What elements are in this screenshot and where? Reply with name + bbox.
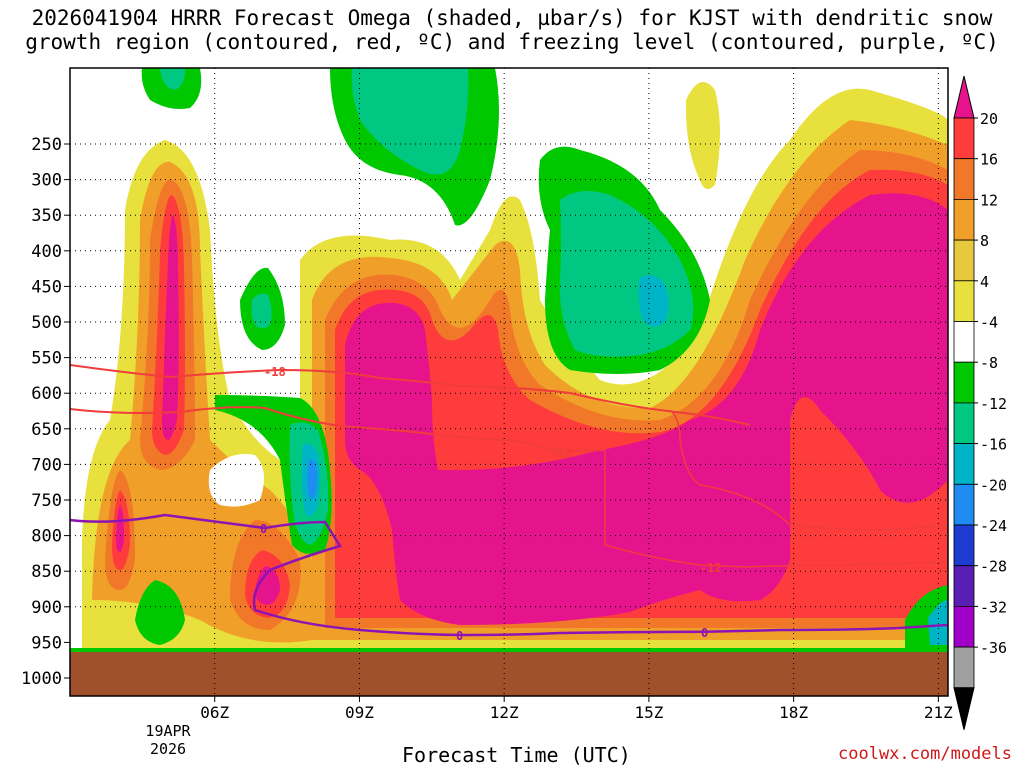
colorbar-swatch [953,158,975,200]
freezing-label-3: 0 [701,626,708,640]
y-tick-label: 350 [31,206,62,226]
y-tick-label: 250 [31,135,62,155]
shade-rising-max-far [116,505,124,552]
colorbar-swatch [953,117,975,160]
y-tick-label: 400 [31,242,62,262]
dgz-contour-lower [70,406,606,454]
y-tick-label: 300 [31,171,62,191]
colorbar-swatch [953,280,975,322]
colorbar-swatch [953,402,975,444]
shade-sinking-8-top [351,68,469,175]
x-tick-label: 18Z [779,703,808,722]
x-tick-label: 09Z [345,703,374,722]
x-tick-label: 15Z [634,703,663,722]
y-axis: 250 300 350 400 450 500 550 600 650 700 750 800 850 9… [21,135,70,689]
colorbar-label: 16 [980,151,998,169]
colorbar-swatch [953,361,975,404]
y-tick-label: 850 [31,562,62,582]
colorbar-label: -24 [980,517,1007,535]
x-tick-label: 21Z [924,703,953,722]
shade-rising-max-left [162,215,179,440]
colorbar-swatch [953,443,975,485]
dgz-label-lower: -12 [700,561,722,575]
colorbar-swatch [953,524,975,567]
shade-sinking-12-mid [638,275,669,327]
freezing-label-2: 0 [456,629,463,643]
shade-rising-4-top [685,82,720,189]
colorbar-label: -12 [980,395,1007,413]
colorbar-label: -36 [980,639,1007,657]
date-label-year: 2026 [150,740,186,758]
shade-sinking-16-col [307,459,318,499]
y-tick-label: 700 [31,455,62,475]
colorbar-label: 4 [980,273,989,291]
shade-rising-max [345,193,948,625]
shade-sinking-8-small [251,293,272,329]
colorbar-swatch [953,646,975,689]
plot-frame [69,67,949,697]
colorbar-swatch [953,239,975,282]
colorbar-swatch [953,606,975,648]
x-tick-label: 12Z [490,703,519,722]
dgz-label-mid: -12 [550,446,572,460]
date-label-day: 19APR [145,722,191,740]
plot-area: -18 -12 -12 0 0 0 [70,68,948,696]
colorbar-label: -20 [980,476,1007,494]
x-tick-label: 06Z [200,703,229,722]
y-tick-label: 500 [31,313,62,333]
colorbar-label: -16 [980,436,1007,454]
chart-title: 2026041904 HRRR Forecast Omega (shaded, … [0,6,1024,54]
terrain-surface [70,652,948,696]
dgz-contour-east [671,411,948,531]
shade-rising-max-lowleft [255,566,280,605]
colorbar-label: 20 [980,110,998,128]
colorbar-swatch [953,565,975,607]
y-tick-label: 550 [31,349,62,369]
y-tick-label: 750 [31,491,62,511]
colorbar-swatch [953,483,975,526]
y-tick-label: 900 [31,598,62,618]
colorbar-label: 12 [980,191,998,209]
y-tick-label: 950 [31,633,62,653]
colorbar-label: -32 [980,598,1007,616]
shade-calm-pocket [208,454,264,507]
colorbar-label: -8 [980,354,998,372]
colorbar-label: -28 [980,558,1007,576]
colorbar: 20 16 12 8 4 -4 -8 -12 -16 -20 -24 -28 -32 -36 [953,75,1007,730]
freezing-label-1: 0 [260,522,267,536]
watermark: coolwx.com/models [838,744,1012,764]
shade-sinking-4-ground [70,648,948,652]
shade-sinking-12-right [928,600,948,645]
colorbar-label: 8 [980,232,989,250]
dgz-contour-upper [70,364,751,426]
dgz-label-upper: -18 [264,365,286,379]
y-tick-label: 450 [31,277,62,297]
shade-sinking-8-topleft [160,68,186,90]
colorbar-bottom-arrow [953,687,975,730]
y-tick-label: 1000 [21,669,62,689]
colorbar-label: -4 [980,314,998,332]
colorbar-top-arrow [953,75,975,119]
x-axis-title: Forecast Time (UTC) [402,743,631,767]
colorbar-swatch [953,198,975,241]
y-tick-label: 800 [31,527,62,547]
title-line-1: 2026041904 HRRR Forecast Omega (shaded, … [31,6,993,30]
colorbar-swatch [953,321,975,363]
title-line-2: growth region (contoured, red, ºC) and f… [25,30,999,54]
dgz-contour-inner [604,450,948,568]
y-tick-label: 600 [31,384,62,404]
y-tick-label: 650 [31,420,62,440]
x-axis: 06Z 09Z 12Z 15Z 18Z 21Z [200,696,953,722]
freezing-level-contour [70,513,948,637]
shade-sinking-4-low [135,580,185,645]
